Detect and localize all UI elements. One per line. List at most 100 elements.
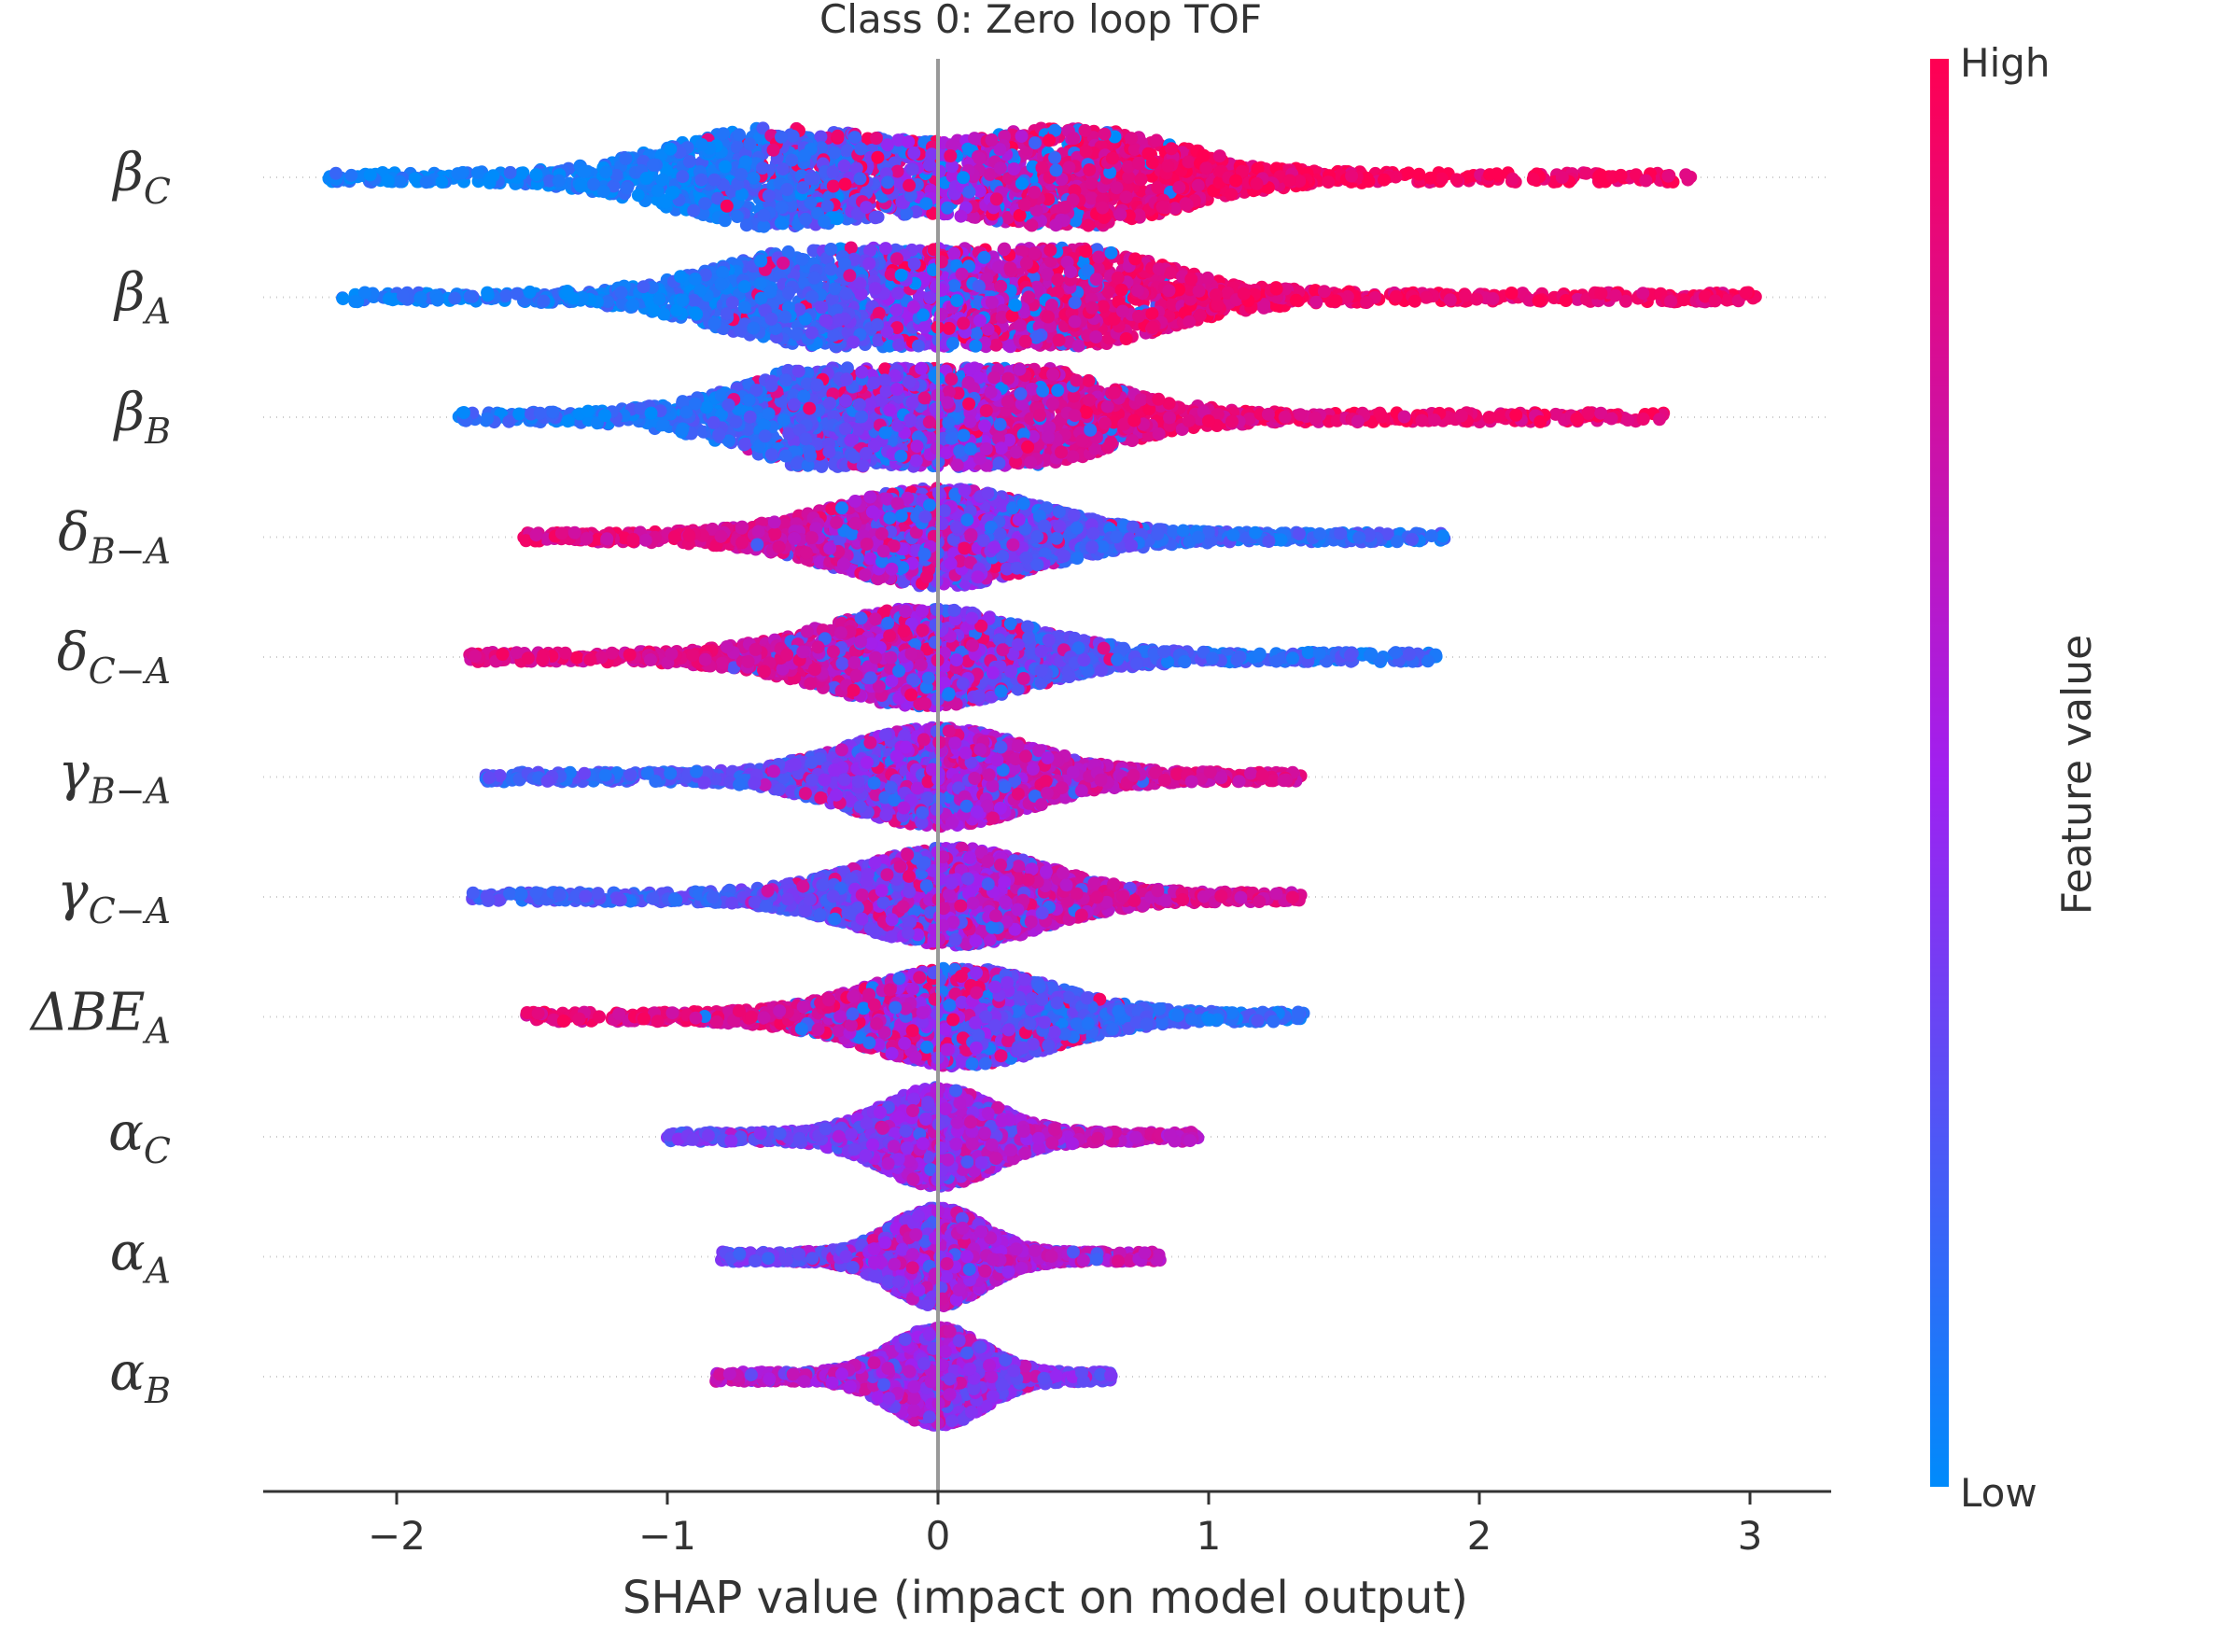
shap-point	[781, 286, 795, 300]
shap-point	[470, 166, 484, 180]
shap-point	[838, 257, 852, 271]
shap-point	[860, 201, 874, 215]
shap-point	[676, 293, 690, 307]
shap-point	[1505, 287, 1519, 300]
shap-point	[1389, 289, 1403, 303]
chart-title: Class 0: Zero loop TOF	[819, 0, 1262, 42]
shap-point	[786, 129, 800, 143]
shap-point	[510, 287, 524, 301]
shap-point	[1614, 168, 1628, 182]
shap-point	[1067, 132, 1081, 146]
shap-point	[1608, 288, 1622, 302]
shap-point	[868, 210, 882, 224]
shap-point	[1505, 172, 1519, 186]
shap-point	[1180, 198, 1194, 212]
shap-point	[688, 306, 702, 320]
shap-point	[735, 168, 749, 181]
shap-point	[1486, 292, 1500, 305]
shap-point	[725, 296, 739, 310]
shap-point	[1115, 304, 1129, 318]
shap-point	[718, 160, 732, 174]
shap-point	[1594, 168, 1607, 182]
shap-point	[1162, 284, 1176, 298]
shap-point	[483, 175, 497, 189]
shap-point	[716, 127, 730, 141]
shap-point	[831, 129, 845, 143]
shap-point	[455, 165, 469, 179]
shap-point	[1532, 294, 1546, 308]
shap-point	[756, 161, 769, 175]
shap-point	[1085, 176, 1099, 190]
shap-point	[329, 166, 343, 180]
shap-point	[694, 138, 708, 151]
shap-point	[1058, 201, 1072, 214]
shap-point	[718, 214, 732, 228]
shap-point	[994, 279, 1008, 293]
shap-point	[537, 294, 551, 308]
shap-point	[1071, 339, 1085, 353]
shap-point	[463, 289, 477, 303]
shap-point	[985, 296, 999, 309]
shap-point	[815, 301, 829, 315]
shap-point	[993, 161, 1007, 175]
shap-point	[970, 327, 983, 341]
shap-point	[1043, 133, 1057, 147]
shap-point	[652, 292, 666, 306]
shap-point	[1209, 287, 1223, 301]
shap-point	[1378, 173, 1391, 187]
shap-point	[853, 276, 867, 290]
shap-point	[998, 242, 1012, 256]
shap-point	[820, 200, 834, 213]
shap-point	[1049, 163, 1063, 177]
shap-point	[941, 201, 955, 215]
shap-point	[1092, 250, 1106, 264]
shap-point	[626, 298, 639, 312]
shap-point	[1191, 178, 1205, 192]
shap-point	[781, 245, 795, 259]
shap-point	[357, 286, 371, 300]
shap-point	[1172, 180, 1186, 194]
shap-point	[1443, 293, 1457, 307]
shap-point	[1003, 261, 1017, 275]
shap-point	[1555, 171, 1569, 184]
shap-point	[892, 338, 906, 352]
shap-point	[614, 286, 628, 300]
shap-point	[481, 288, 495, 302]
shap-point	[991, 260, 1005, 274]
shap-point	[1128, 252, 1142, 266]
shap-point	[757, 208, 771, 222]
shap-point	[1739, 286, 1753, 300]
shap-point	[1111, 271, 1125, 285]
shap-point	[344, 168, 358, 182]
shap-point	[1130, 284, 1144, 298]
shap-point	[805, 290, 819, 304]
shap-point	[393, 175, 407, 189]
shap-point	[1199, 161, 1213, 175]
shap-point	[969, 339, 983, 353]
shap-point	[1639, 174, 1653, 188]
shap-point	[906, 300, 920, 314]
shap-point	[889, 303, 903, 317]
shap-point	[1360, 296, 1374, 310]
shap-point	[973, 314, 987, 328]
shap-point	[707, 173, 721, 187]
shap-point	[762, 189, 776, 203]
shap-point	[881, 175, 895, 189]
shap-point	[1028, 246, 1042, 260]
shap-point	[1150, 133, 1164, 147]
shap-point	[382, 292, 396, 306]
shap-point	[619, 152, 633, 165]
shap-point	[871, 318, 884, 331]
shap-point	[763, 285, 777, 299]
shap-point	[903, 178, 917, 192]
shap-point	[945, 336, 959, 350]
shap-point	[733, 128, 746, 142]
shap-point	[776, 217, 790, 231]
shap-point	[1042, 310, 1055, 324]
shap-point	[1229, 174, 1243, 188]
shap-point	[381, 175, 395, 188]
shap-point	[827, 329, 841, 343]
feature-row	[263, 241, 1831, 354]
shap-point	[757, 219, 771, 233]
